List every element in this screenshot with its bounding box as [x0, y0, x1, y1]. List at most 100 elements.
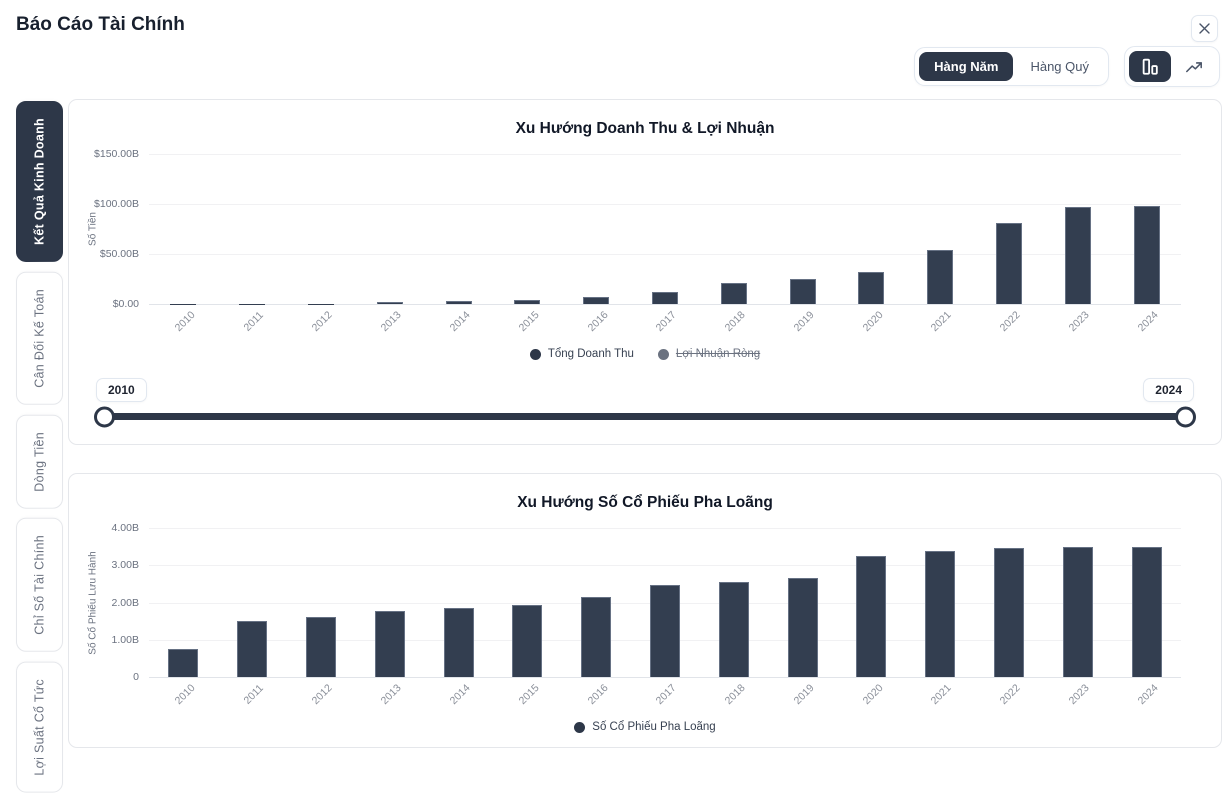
sidebar-tab-ket-qua-kinh-doanh[interactable]: Kết Quả Kinh Doanh — [16, 101, 63, 262]
bar-2019[interactable] — [787, 578, 818, 677]
x-tick-2024: 2024 — [1112, 680, 1181, 713]
legend-label: Lợi Nhuận Ròng — [675, 348, 761, 360]
bar-2022[interactable] — [993, 547, 1024, 677]
bar-2021[interactable] — [925, 550, 956, 677]
legend-item[interactable]: Tổng Doanh Thu — [529, 348, 634, 360]
x-tick-2023: 2023 — [1043, 680, 1112, 713]
bar-2013[interactable] — [376, 302, 403, 304]
x-tick-label: 2024 — [1135, 308, 1161, 334]
slider-labels: 2010 2024 — [96, 378, 1194, 402]
y-axis-label: Số Tiền — [87, 212, 99, 246]
bar-2011[interactable] — [237, 620, 268, 677]
shares-chart-legend: Số Cổ Phiếu Pha Loãng — [87, 721, 1203, 733]
gridline — [149, 254, 1181, 255]
bar-2023[interactable] — [1062, 547, 1093, 677]
x-tick-label: 2018 — [722, 681, 748, 707]
x-tick-label: 2011 — [241, 309, 266, 334]
period-toggle-group: Hàng Năm Hàng Quý — [914, 47, 1109, 86]
chart-title-shares: Xu Hướng Số Cổ Phiếu Pha Loãng — [517, 494, 773, 511]
sidebar-tab-can-doi-ke-toan[interactable]: Cân Đối Kế Toán — [16, 271, 63, 405]
legend-dot-icon — [529, 348, 541, 360]
period-button-yearly[interactable]: Hàng Năm — [919, 52, 1014, 81]
bar-2017[interactable] — [651, 292, 678, 304]
bar-slot-2015 — [493, 528, 562, 677]
x-tick-2021: 2021 — [906, 307, 975, 340]
x-tick-2014: 2014 — [424, 307, 493, 340]
slider-min-badge: 2010 — [96, 378, 147, 402]
bar-2010[interactable] — [168, 649, 199, 677]
bar-2017[interactable] — [649, 585, 680, 677]
slider-handle-max[interactable] — [1175, 406, 1196, 427]
bar-slot-2020 — [837, 528, 906, 677]
bar-2021[interactable] — [927, 250, 954, 304]
x-tick-label: 2017 — [653, 308, 679, 334]
x-tick-label: 2014 — [447, 681, 473, 707]
gridline — [149, 304, 1181, 305]
x-tick-label: 2020 — [860, 681, 886, 707]
x-tick-2016: 2016 — [562, 680, 631, 713]
x-tick-label: 2010 — [172, 681, 198, 707]
bar-2014[interactable] — [445, 300, 472, 304]
legend-item[interactable]: Lợi Nhuận Ròng — [657, 348, 761, 360]
bar-2015[interactable] — [514, 299, 541, 304]
line-chart-view-button[interactable] — [1173, 51, 1215, 82]
x-tick-label: 2018 — [722, 308, 748, 334]
bar-2023[interactable] — [1064, 207, 1091, 304]
bar-2015[interactable] — [512, 605, 543, 677]
bar-slot-2018 — [699, 154, 768, 304]
slider-handle-min[interactable] — [94, 406, 115, 427]
bar-2020[interactable] — [856, 555, 887, 677]
bar-2018[interactable] — [720, 282, 747, 304]
close-icon — [1199, 23, 1210, 34]
y-tick-label: 2.00B — [111, 596, 139, 609]
x-tick-2022: 2022 — [975, 680, 1044, 713]
bar-2024[interactable] — [1131, 546, 1162, 677]
gridline — [149, 528, 1181, 529]
bar-2016[interactable] — [583, 297, 610, 304]
header: Báo Cáo Tài Chính — [0, 0, 1223, 42]
x-tick-label: 2024 — [1135, 681, 1161, 707]
diluted-shares-panel: Xu Hướng Số Cổ Phiếu Pha Loãng 0 1.00B 2.0… — [68, 473, 1222, 748]
y-tick-label: 0 — [133, 671, 139, 683]
x-tick-label: 2021 — [929, 681, 955, 707]
sidebar-tab-dong-tien[interactable]: Dòng Tiền — [16, 414, 63, 509]
page-title: Báo Cáo Tài Chính — [16, 14, 185, 35]
bar-2018[interactable] — [718, 581, 749, 677]
shares-chart-plot: 0 1.00B 2.00B 3.00B 4.00B Số Cổ Phiếu Lưu Hàn… — [88, 522, 1181, 683]
sidebar-tab-loi-suat-co-tuc[interactable]: Lợi Suất Cổ Tức — [16, 662, 63, 793]
x-tick-2023: 2023 — [1043, 307, 1112, 340]
bar-2020[interactable] — [858, 272, 885, 304]
bar-2022[interactable] — [995, 222, 1022, 304]
y-tick-label: $50.00B — [99, 248, 139, 260]
year-range-slider: 2010 2024 — [94, 378, 1196, 427]
bar-slot-2011 — [218, 528, 287, 677]
bar-slot-2024 — [1112, 154, 1181, 304]
bar-2014[interactable] — [443, 607, 474, 677]
sidebar-tab-chi-so-tai-chinh[interactable]: Chỉ Số Tài Chính — [16, 518, 63, 653]
slider-track[interactable] — [94, 406, 1196, 427]
legend-dot-icon — [574, 721, 586, 733]
chart-type-toggle-group — [1124, 46, 1220, 87]
period-button-quarterly[interactable]: Hàng Quý — [1015, 52, 1104, 81]
bar-chart-view-button[interactable] — [1129, 51, 1171, 82]
x-tick-2012: 2012 — [287, 680, 356, 713]
bar-slot-2018 — [699, 528, 768, 677]
close-button[interactable] — [1191, 15, 1218, 42]
x-tick-2018: 2018 — [699, 307, 768, 340]
x-tick-2020: 2020 — [837, 680, 906, 713]
bar-slot-2013 — [355, 528, 424, 677]
bar-slot-2019 — [768, 154, 837, 304]
bar-2024[interactable] — [1133, 206, 1160, 304]
x-tick-label: 2015 — [516, 308, 542, 334]
legend-item[interactable]: Số Cổ Phiếu Pha Loãng — [574, 721, 716, 733]
bar-2016[interactable] — [581, 596, 612, 677]
x-tick-2017: 2017 — [631, 307, 700, 340]
y-tick-label: 1.00B — [111, 633, 139, 646]
x-tick-label: 2019 — [791, 308, 817, 334]
bar-2013[interactable] — [374, 610, 405, 677]
bar-slot-2021 — [906, 154, 975, 304]
x-tick-2018: 2018 — [699, 680, 768, 713]
bar-2019[interactable] — [789, 279, 816, 304]
bar-2012[interactable] — [305, 617, 336, 677]
bar-slot-2020 — [837, 154, 906, 304]
